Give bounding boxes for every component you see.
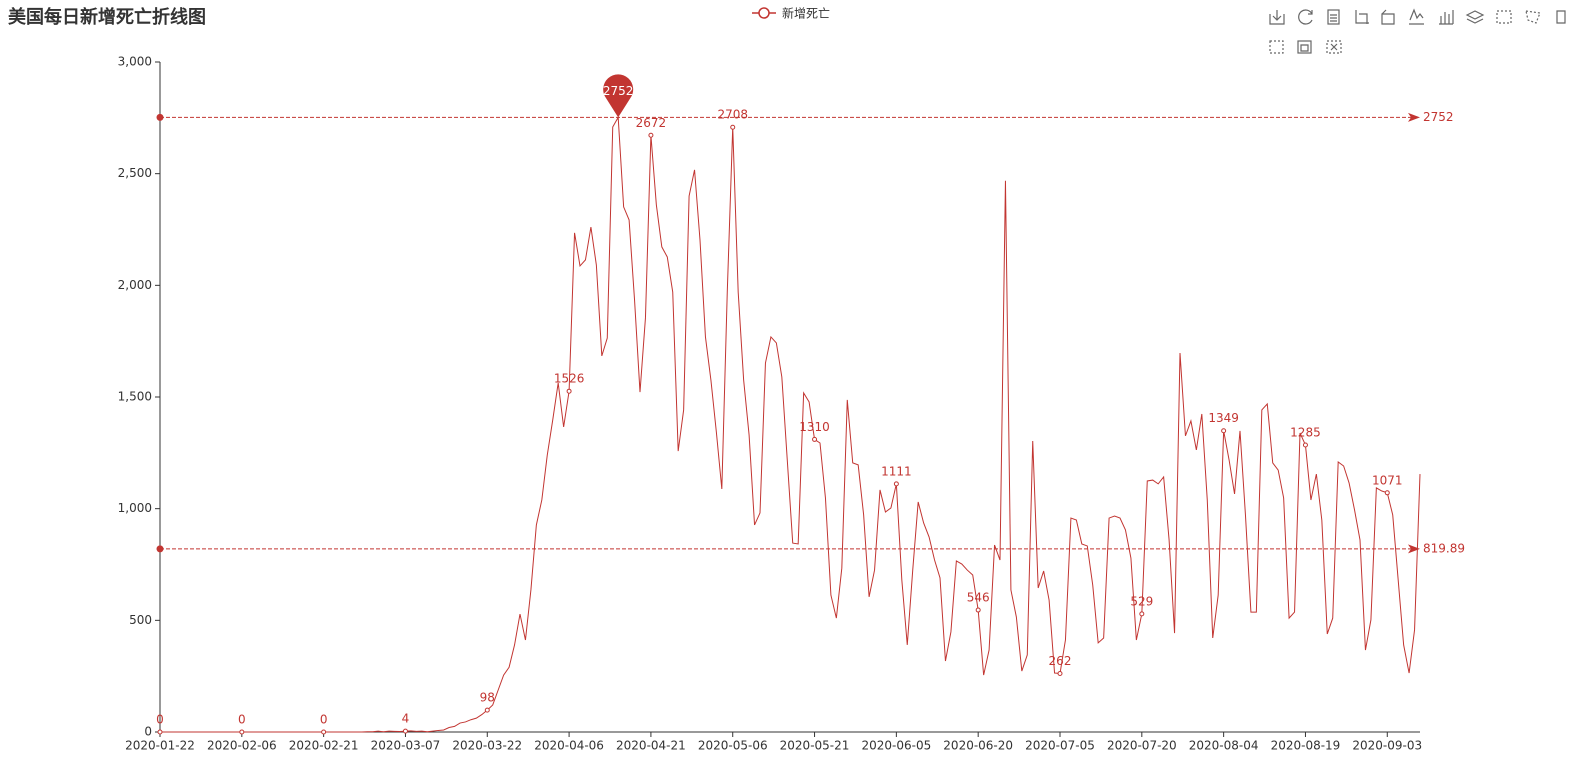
tool-brush-rect[interactable] [1269,40,1284,54]
mark-line-arrow [1408,544,1420,554]
data-label: 1111 [881,464,912,478]
data-label: 546 [967,591,990,605]
data-label: 529 [1130,594,1153,608]
point [566,388,572,394]
mark-line-start [156,113,164,121]
y-tick-label: 2,000 [118,278,152,292]
x-tick-label: 2020-03-22 [452,739,522,753]
data-label: 0 [320,713,328,727]
point [1302,442,1308,448]
data-label: 98 [480,691,495,705]
x-tick-label: 2020-05-06 [698,739,768,753]
data-label: 1285 [1290,426,1321,440]
y-tick-label: 0 [144,725,152,739]
point [157,729,163,735]
point [893,481,899,487]
toolbox [1269,8,1566,54]
point [730,124,736,130]
tool-data-view[interactable] [1327,9,1340,25]
y-tick-label: 3,000 [118,55,152,69]
tool-line[interactable] [1409,8,1424,25]
point [1384,490,1390,496]
data-label: 262 [1049,654,1072,668]
data-label: 1526 [554,372,585,386]
tool-brush-keep[interactable] [1297,40,1312,54]
series-line [160,115,1421,733]
x-tick-label: 2020-07-05 [1025,739,1095,753]
tool-zoom[interactable] [1355,10,1369,24]
data-label: 0 [156,713,164,727]
legend[interactable]: 新增死亡 [752,6,830,21]
x-tick-label: 2020-01-22 [125,739,195,753]
data-label: 1310 [799,420,830,434]
data-label: 2672 [636,116,667,130]
data-label: 0 [238,713,246,727]
tool-save[interactable] [1269,10,1285,25]
x-tick-label: 2020-08-04 [1189,739,1259,753]
data-label: 2708 [717,108,748,122]
tool-rect-select[interactable] [1496,10,1512,24]
y-tick-label: 1,000 [118,501,152,515]
data-label: 1349 [1208,411,1239,425]
y-tick-label: 500 [129,613,152,627]
point [321,729,327,735]
mark-point [603,74,634,118]
point [484,707,490,713]
tool-polygon-select[interactable] [1525,10,1541,24]
x-tick-label: 2020-05-21 [780,739,850,753]
x-tick-label: 2020-02-21 [289,739,359,753]
point [1139,611,1145,617]
data-label: 1071 [1372,473,1403,487]
point [1221,428,1227,434]
y-tick-label: 2,500 [118,166,152,180]
x-tick-label: 2020-08-19 [1271,739,1341,753]
point [1057,670,1063,676]
tool-bar[interactable] [1439,10,1454,25]
y-tick-label: 1,500 [118,390,152,404]
legend-symbol [758,7,770,19]
x-tick-label: 2020-09-03 [1352,739,1422,753]
mark-line-start [156,545,164,553]
x-tick-label: 2020-04-21 [616,739,686,753]
tool-stack[interactable] [1465,10,1485,24]
tool-restore[interactable] [1298,9,1313,25]
tool-keep[interactable] [1556,10,1566,24]
point [975,607,981,613]
x-tick-label: 2020-06-20 [943,739,1013,753]
data-label: 4 [402,712,410,726]
point [239,729,245,735]
legend-label[interactable]: 新增死亡 [782,6,830,21]
x-tick-label: 2020-06-05 [861,739,931,753]
tool-zoom-back[interactable] [1381,9,1395,25]
mark-line-label: 819.89 [1423,541,1465,555]
x-tick-label: 2020-07-20 [1107,739,1177,753]
x-tick-label: 2020-03-07 [371,739,441,753]
point [812,436,818,442]
chart-title: 美国每日新增死亡折线图 [8,6,206,28]
mark-line-arrow [1408,112,1420,122]
x-tick-label: 2020-04-06 [534,739,604,753]
point [402,728,408,734]
point [648,132,654,138]
mark-line-label: 2752 [1423,110,1454,124]
mark-point-label: 2752 [603,84,634,98]
x-tick-label: 2020-02-06 [207,739,277,753]
tool-clear[interactable] [1326,40,1342,54]
